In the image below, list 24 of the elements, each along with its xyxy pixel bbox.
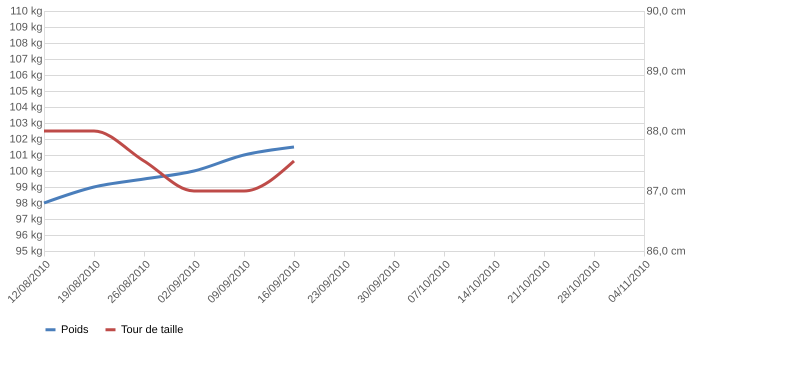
y-tick-label: 103 kg	[9, 118, 42, 130]
y2-tick-label: 87,0 cm	[646, 186, 686, 198]
y-tick-label: 108 kg	[9, 38, 42, 50]
legend-label: Tour de taille	[121, 324, 184, 336]
y-tick-label: 101 kg	[9, 150, 42, 162]
y-tick-label: 102 kg	[9, 134, 42, 146]
y-tick-label: 109 kg	[9, 22, 42, 34]
y-tick-label: 98 kg	[16, 198, 42, 210]
y2-tick-label: 89,0 cm	[646, 66, 686, 78]
legend-label: Poids	[61, 324, 90, 336]
y-tick-label: 95 kg	[16, 246, 42, 258]
y2-tick-label: 86,0 cm	[646, 246, 686, 258]
y-tick-label: 106 kg	[9, 70, 42, 82]
y-tick-label: 110 kg	[10, 6, 42, 18]
y-tick-label: 105 kg	[9, 86, 42, 98]
y-tick-label: 104 kg	[9, 102, 42, 114]
y-tick-label: 96 kg	[16, 230, 42, 242]
y2-tick-label: 88,0 cm	[646, 126, 686, 138]
y-tick-label: 97 kg	[16, 214, 42, 226]
y2-tick-label: 90,0 cm	[646, 6, 686, 18]
y-tick-label: 100 kg	[9, 166, 42, 178]
y-tick-label: 99 kg	[16, 182, 42, 194]
y-tick-label: 107 kg	[9, 54, 42, 66]
line-series	[42, 146, 296, 204]
